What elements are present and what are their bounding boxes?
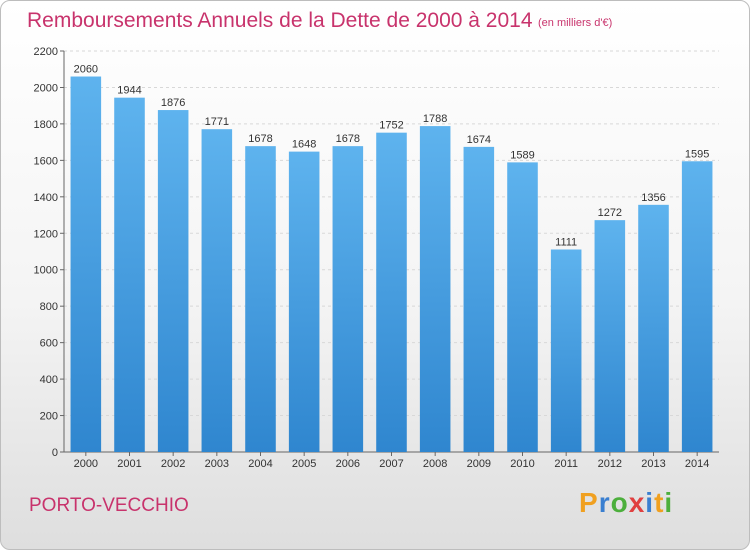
data-label: 1589: [510, 149, 534, 161]
bar: [245, 146, 276, 452]
x-tick-label: 2012: [598, 458, 622, 470]
y-tick-label: 1200: [34, 228, 58, 240]
bar: [419, 126, 451, 452]
logo-letter: x: [628, 487, 646, 518]
x-tick-label: 2006: [336, 458, 360, 470]
logo-letter: t: [654, 487, 665, 518]
logo-letter: i: [645, 487, 655, 518]
y-tick-label: 1000: [34, 265, 58, 277]
x-tick-label: 2011: [554, 458, 578, 470]
data-label: 1788: [423, 113, 447, 125]
bar: [638, 204, 669, 452]
logo-letter: P: [579, 487, 599, 518]
x-tick-label: 2014: [685, 458, 709, 470]
y-tick-label: 2000: [34, 82, 58, 94]
bar: [507, 162, 538, 452]
x-tick-label: 2009: [467, 458, 491, 470]
y-tick-label: 2200: [34, 46, 58, 58]
data-label: 1752: [379, 120, 403, 132]
y-tick-label: 800: [40, 301, 58, 313]
data-label: 1111: [555, 236, 577, 248]
data-label: 2060: [74, 64, 98, 76]
bar: [463, 146, 495, 452]
x-tick-label: 2002: [161, 458, 185, 470]
data-label: 1876: [161, 97, 185, 109]
logo-letter: i: [664, 487, 674, 518]
x-tick-label: 2001: [117, 458, 141, 470]
x-tick-label: 2000: [74, 458, 98, 470]
y-tick-label: 1400: [34, 192, 58, 204]
commune-name: PORTO-VECCHIO: [29, 495, 189, 516]
data-label: 1678: [248, 133, 272, 145]
proxiti-logo: Proxiti: [579, 487, 673, 519]
bar: [376, 132, 407, 452]
bar: [332, 146, 364, 452]
x-tick-label: 2005: [292, 458, 316, 470]
bar: [114, 97, 145, 453]
y-tick-label: 1800: [34, 119, 58, 131]
bar: [157, 110, 189, 452]
data-label: 1648: [292, 139, 316, 151]
x-tick-label: 2008: [423, 458, 447, 470]
bar: [594, 220, 626, 452]
chart-subtitle: (en milliers d'€): [538, 17, 613, 29]
data-label: 1678: [336, 133, 360, 145]
y-tick-label: 600: [40, 338, 58, 350]
x-tick-label: 2010: [510, 458, 534, 470]
data-label: 1771: [205, 116, 229, 128]
y-tick-label: 1600: [34, 155, 58, 167]
data-label: 1595: [685, 148, 709, 160]
data-label: 1944: [117, 85, 141, 97]
bar: [201, 129, 233, 452]
bar: [550, 249, 582, 452]
x-tick-label: 2013: [641, 458, 665, 470]
data-label: 1272: [598, 207, 622, 219]
logo-letter: o: [610, 487, 629, 518]
x-tick-label: 2004: [248, 458, 272, 470]
y-tick-label: 400: [40, 374, 58, 386]
data-label: 1674: [467, 134, 491, 146]
data-label: 1356: [641, 192, 665, 204]
x-tick-label: 2007: [379, 458, 403, 470]
y-tick-label: 200: [40, 411, 58, 423]
x-tick-label: 2003: [205, 458, 229, 470]
bar: [681, 161, 713, 452]
logo-letter: r: [598, 487, 611, 518]
y-tick-label: 0: [52, 447, 58, 459]
bar: [288, 151, 320, 452]
chart-title: Remboursements Annuels de la Dette de 20…: [27, 9, 533, 32]
bar: [70, 76, 102, 452]
